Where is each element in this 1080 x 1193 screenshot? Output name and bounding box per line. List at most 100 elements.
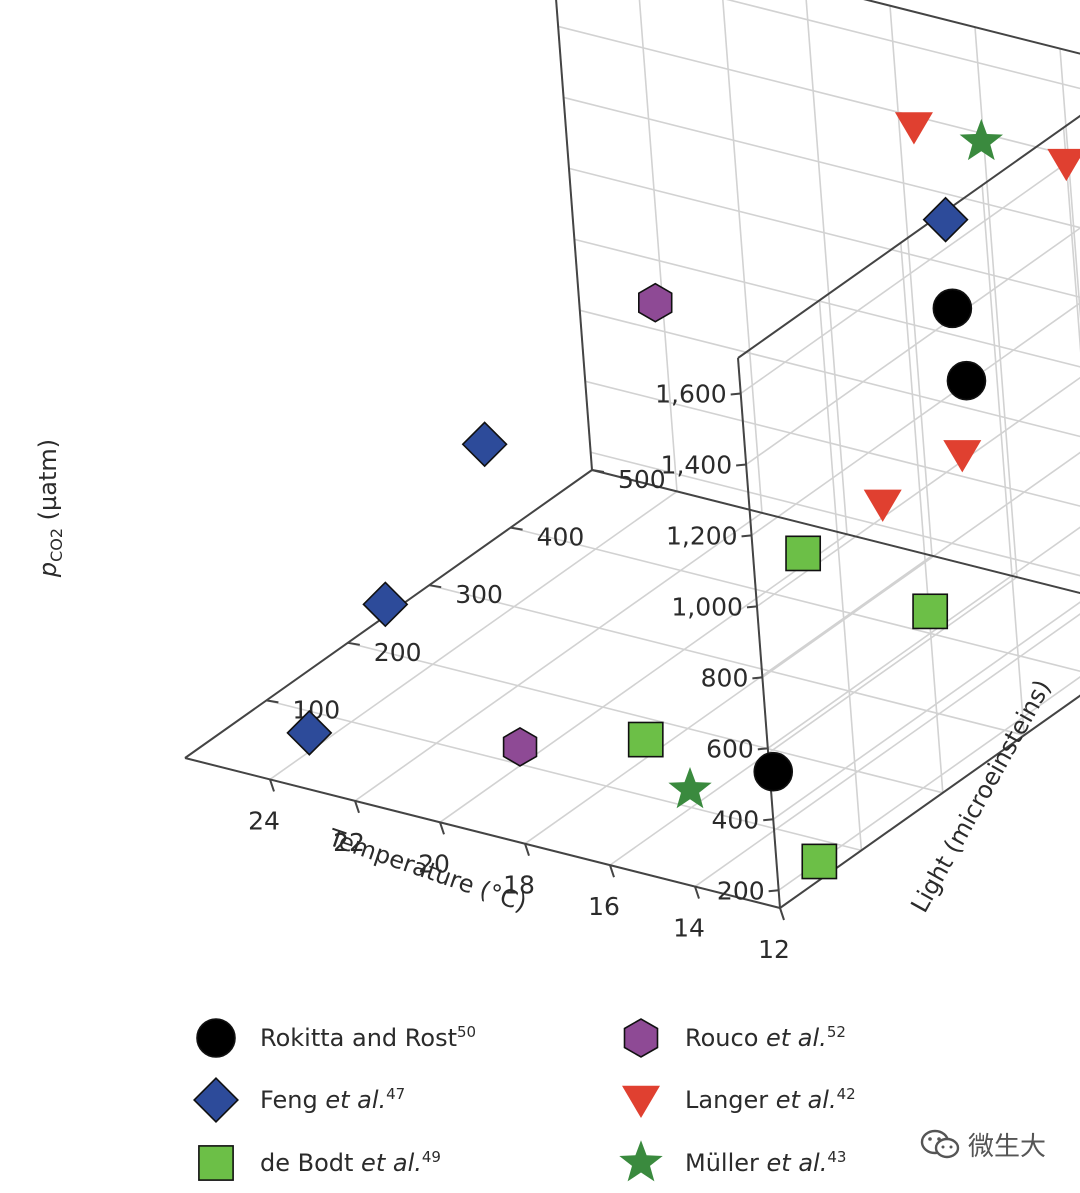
wechat-icon — [920, 1129, 960, 1158]
x-tick-label: 24 — [248, 806, 280, 835]
legend-item: Feng et al.47 — [190, 1075, 405, 1125]
floor-grid-line — [269, 490, 678, 781]
point-diamond — [362, 581, 409, 628]
back-grid-line — [574, 238, 1080, 368]
back-grid-line — [974, 27, 1018, 578]
z-tick-mark — [730, 392, 741, 396]
legend-label: Rouco et al.52 — [685, 1023, 846, 1052]
z-tick-mark — [768, 889, 779, 893]
box-edge — [591, 469, 1080, 595]
point-hexagon — [637, 282, 673, 323]
x-tick-mark — [524, 843, 530, 857]
back-grid-line — [585, 380, 1080, 507]
y-tick-mark — [266, 699, 279, 704]
x-tick-mark — [439, 821, 445, 835]
back-grid-line — [889, 5, 933, 556]
floor-grid-line — [266, 699, 862, 852]
y-tick-mark — [429, 584, 442, 589]
point-star — [668, 767, 712, 809]
z-tick-label: 400 — [712, 805, 760, 834]
left-grid-line — [778, 676, 1080, 891]
back-grid-line — [722, 0, 763, 513]
left-grid-line — [772, 601, 1080, 820]
y-tick-mark — [347, 641, 360, 646]
z-tick-label: 600 — [706, 734, 754, 763]
back-grid-line — [1059, 48, 1080, 321]
x-tick-mark — [694, 886, 700, 899]
point-hexagon — [502, 726, 538, 767]
legend-label: Feng et al.47 — [260, 1085, 406, 1114]
floor-grid-line — [429, 584, 1025, 736]
legend-item: Rouco et al.52 — [615, 1013, 846, 1063]
point-square — [785, 535, 822, 572]
point-square — [627, 721, 664, 758]
back-grid-line — [579, 309, 1080, 438]
left-grid-line — [981, 185, 1025, 736]
y-tick-mark — [591, 469, 605, 473]
floor-grid-line — [439, 533, 848, 823]
x-tick-label: 20 — [418, 849, 450, 878]
legend-symbol — [196, 1018, 236, 1058]
x-tick-label: 22 — [333, 828, 365, 857]
y-tick-label: 500 — [618, 465, 666, 494]
floor-grid-line — [524, 555, 933, 845]
floor-grid-line — [609, 576, 1018, 866]
x-tick-mark — [269, 779, 275, 792]
point-diamond — [286, 709, 333, 756]
legend-marker-circle — [196, 1018, 236, 1058]
legend-item: Langer et al.42 — [615, 1075, 856, 1125]
z-tick-label: 200 — [717, 876, 765, 905]
back-grid-line — [557, 25, 1080, 159]
x-tick-mark — [609, 864, 615, 878]
point-circle — [753, 751, 794, 792]
back-grid-line — [805, 0, 848, 535]
x-tick-mark — [779, 907, 785, 921]
z-tick-mark — [757, 747, 768, 751]
z-tick-label: 800 — [701, 663, 749, 692]
tick-labels: 2422201816141210020030040050020040060080… — [248, 379, 790, 964]
grid-lines — [184, 0, 1080, 909]
z-tick-mark — [763, 818, 774, 822]
point-diamond — [461, 421, 508, 468]
point-diamond — [922, 196, 969, 243]
left-grid-line — [900, 242, 944, 793]
floor-grid-line — [347, 642, 943, 794]
point-circle — [946, 360, 987, 401]
z-tick-label: 1,000 — [671, 592, 743, 621]
left-grid-line — [761, 451, 1080, 679]
point-triangle-down — [863, 489, 902, 522]
legend-symbol — [193, 1077, 239, 1123]
point-triangle-down — [943, 440, 982, 473]
legend-symbol — [198, 1145, 234, 1181]
legend-marker-hexagon — [623, 1018, 659, 1058]
z-axis-label: pCO2 (µatm) — [34, 439, 66, 578]
legend-marker-star — [619, 1140, 663, 1182]
legend-item: de Bodt et al.49 — [190, 1138, 441, 1188]
left-grid-line — [818, 300, 863, 851]
z-tick-label: 1,600 — [655, 379, 727, 408]
point-square — [912, 593, 949, 630]
left-grid-line — [767, 526, 1080, 749]
point-triangle-down — [1047, 148, 1080, 182]
z-tick-mark — [736, 463, 747, 467]
floor-grid-line — [354, 512, 763, 802]
point-square — [801, 843, 838, 880]
left-grid-line — [1062, 127, 1080, 353]
x-tick-label: 12 — [758, 935, 790, 964]
legend-symbol — [619, 1140, 663, 1182]
watermark: 微生大 — [920, 1126, 1046, 1163]
back-grid-line — [568, 167, 1080, 299]
x-tick-mark — [354, 800, 360, 814]
point-star — [959, 118, 1003, 161]
y-tick-label: 200 — [374, 638, 422, 667]
x-tick-label: 18 — [503, 871, 535, 900]
back-grid-line — [726, 0, 1080, 90]
back-grid-line — [638, 0, 678, 492]
legend-marker-diamond — [193, 1077, 239, 1123]
back-grid-line — [590, 451, 1080, 577]
y-tick-label: 300 — [455, 580, 503, 609]
legend-marker-square — [198, 1145, 234, 1181]
legend-label: Langer et al.42 — [685, 1085, 856, 1114]
floor-grid-line — [510, 526, 1080, 672]
left-grid-line — [740, 152, 1080, 395]
